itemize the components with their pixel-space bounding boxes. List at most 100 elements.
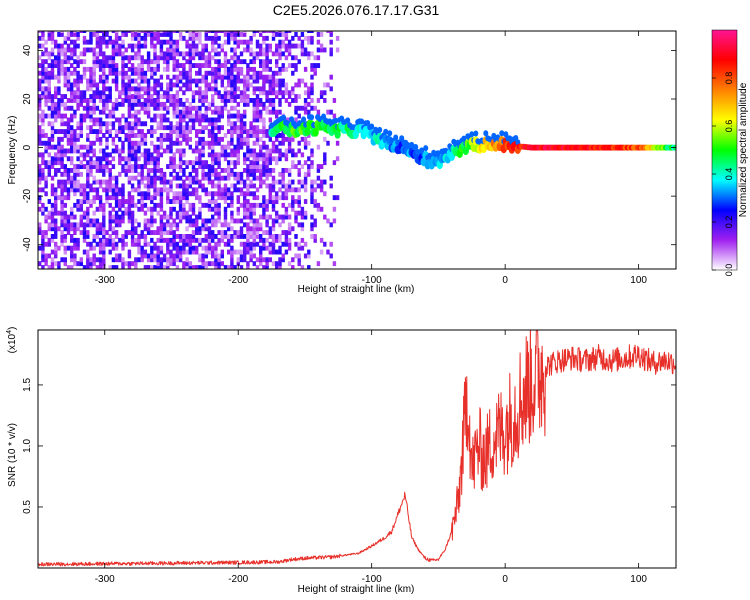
spectrogram-cell bbox=[195, 47, 199, 53]
y-tick-label: 40 bbox=[22, 44, 33, 56]
spectrogram-cell bbox=[284, 241, 289, 247]
spectrogram-cell bbox=[262, 117, 266, 123]
spectrogram-cell bbox=[182, 51, 186, 57]
spectrogram-cell bbox=[86, 66, 90, 72]
spectrogram-cell bbox=[86, 98, 90, 103]
spectrogram-cell bbox=[102, 105, 106, 111]
spectrogram-cell bbox=[159, 222, 164, 228]
spectrogram-cell bbox=[243, 94, 247, 99]
spectrogram-cell bbox=[150, 179, 154, 185]
spectrogram-cell bbox=[86, 113, 90, 119]
spectrogram-cell bbox=[146, 257, 151, 263]
spectrogram-cell bbox=[143, 70, 148, 76]
spectrogram-cell bbox=[227, 39, 231, 45]
spectrogram-cell bbox=[223, 90, 228, 96]
spectrogram-cell bbox=[127, 94, 132, 99]
spectrogram-cell bbox=[73, 202, 77, 208]
spectrogram-cell bbox=[121, 191, 125, 197]
spectrogram-cell bbox=[223, 156, 228, 162]
spectrogram-cell bbox=[63, 222, 67, 228]
spectrogram-cell bbox=[137, 257, 141, 263]
spectrogram-cell bbox=[249, 202, 253, 208]
spectrogram-cell bbox=[79, 98, 83, 103]
spectrogram-cell bbox=[300, 78, 305, 84]
spectrogram-cell bbox=[198, 253, 202, 259]
spectrogram-cell bbox=[178, 74, 183, 80]
spectrogram-cell bbox=[246, 249, 250, 255]
spectrogram-cell bbox=[198, 199, 202, 204]
spectrogram-cell bbox=[41, 206, 45, 212]
spectrogram-cell bbox=[66, 82, 71, 88]
spectrogram-cell bbox=[182, 82, 186, 88]
spectrogram-cell bbox=[127, 140, 132, 146]
spectrogram-cell bbox=[159, 179, 164, 185]
spectrogram-cell bbox=[44, 230, 48, 235]
spectrogram-cell bbox=[255, 160, 260, 166]
spectrogram-cell bbox=[63, 94, 67, 99]
spectrogram-cell bbox=[92, 55, 96, 61]
spectrogram-cell bbox=[275, 160, 279, 166]
spectrogram-cell bbox=[233, 164, 237, 169]
spectrogram-cell bbox=[243, 199, 247, 204]
spectrogram-cell bbox=[207, 230, 212, 235]
spectrogram-cell bbox=[86, 136, 90, 142]
spectrogram-cell bbox=[223, 51, 228, 57]
spectrogram-cell bbox=[246, 191, 250, 197]
spectrogram-cell bbox=[255, 175, 260, 181]
spectrogram-cell bbox=[204, 265, 208, 269]
spectrogram-cell bbox=[303, 140, 308, 146]
spectrogram-cell bbox=[105, 101, 109, 107]
spectrogram-cell bbox=[220, 125, 224, 131]
spectrogram-cell bbox=[207, 86, 212, 92]
spectrogram-cell bbox=[137, 82, 141, 88]
colorbar-tick-label: 0.2 bbox=[724, 216, 734, 229]
spectrogram-cell bbox=[73, 164, 77, 169]
spectrogram-cell bbox=[105, 32, 109, 37]
spectrogram-cell bbox=[182, 249, 186, 255]
spectrogram-cell bbox=[57, 43, 61, 49]
spectrogram-cell bbox=[108, 175, 112, 181]
spectrogram-cell bbox=[156, 249, 160, 255]
spectrogram-cell bbox=[233, 47, 237, 53]
spectrogram-cell bbox=[172, 125, 176, 131]
spectrogram-cell bbox=[146, 55, 151, 61]
spectrogram-cell bbox=[169, 39, 173, 45]
spectrogram-cell bbox=[191, 39, 196, 45]
spectrogram-cell bbox=[201, 47, 205, 53]
colorbar-tick-label: 0.6 bbox=[724, 120, 734, 133]
spectrogram-cell bbox=[255, 140, 260, 146]
spectrogram-cell bbox=[326, 82, 330, 88]
spectrogram-cell bbox=[323, 160, 327, 166]
spectrogram-cell bbox=[111, 206, 116, 212]
spectrogram-cell bbox=[172, 261, 176, 267]
spectrogram-cell bbox=[159, 199, 164, 204]
colorbar-tick-label: 0.0 bbox=[724, 264, 734, 277]
spectrogram-cell bbox=[146, 191, 151, 197]
spectrogram-cell bbox=[143, 226, 148, 232]
spectrogram-cell bbox=[108, 226, 112, 232]
spectrogram-cell bbox=[63, 55, 67, 61]
spectrogram-cell bbox=[102, 74, 106, 80]
spectrogram-cell bbox=[307, 90, 311, 96]
x-tick-label: -300 bbox=[95, 574, 115, 585]
spectrogram-cell bbox=[252, 218, 256, 224]
spectrogram-cell bbox=[275, 199, 279, 204]
spectrogram-cell bbox=[239, 78, 244, 84]
spectrogram-cell bbox=[54, 195, 58, 201]
spectrogram-cell bbox=[214, 39, 218, 45]
spectrogram-cell bbox=[246, 101, 250, 107]
spectrogram-cell bbox=[268, 214, 272, 220]
spectrogram-cell bbox=[130, 148, 135, 154]
spectrogram-cell bbox=[44, 261, 48, 267]
spectrogram-cell bbox=[259, 148, 263, 154]
spectrogram-cell bbox=[127, 179, 132, 185]
spectrogram-cell bbox=[114, 257, 119, 263]
spectrogram-cell bbox=[118, 214, 122, 220]
spectrogram-cell bbox=[111, 70, 116, 76]
spectrogram-cell bbox=[150, 210, 154, 216]
spectrogram-cell bbox=[211, 43, 215, 49]
spectrogram-cell bbox=[287, 230, 292, 235]
spectrogram-cell bbox=[60, 195, 64, 201]
spectrogram-cell bbox=[252, 148, 256, 154]
spectrogram-cell bbox=[230, 94, 234, 99]
